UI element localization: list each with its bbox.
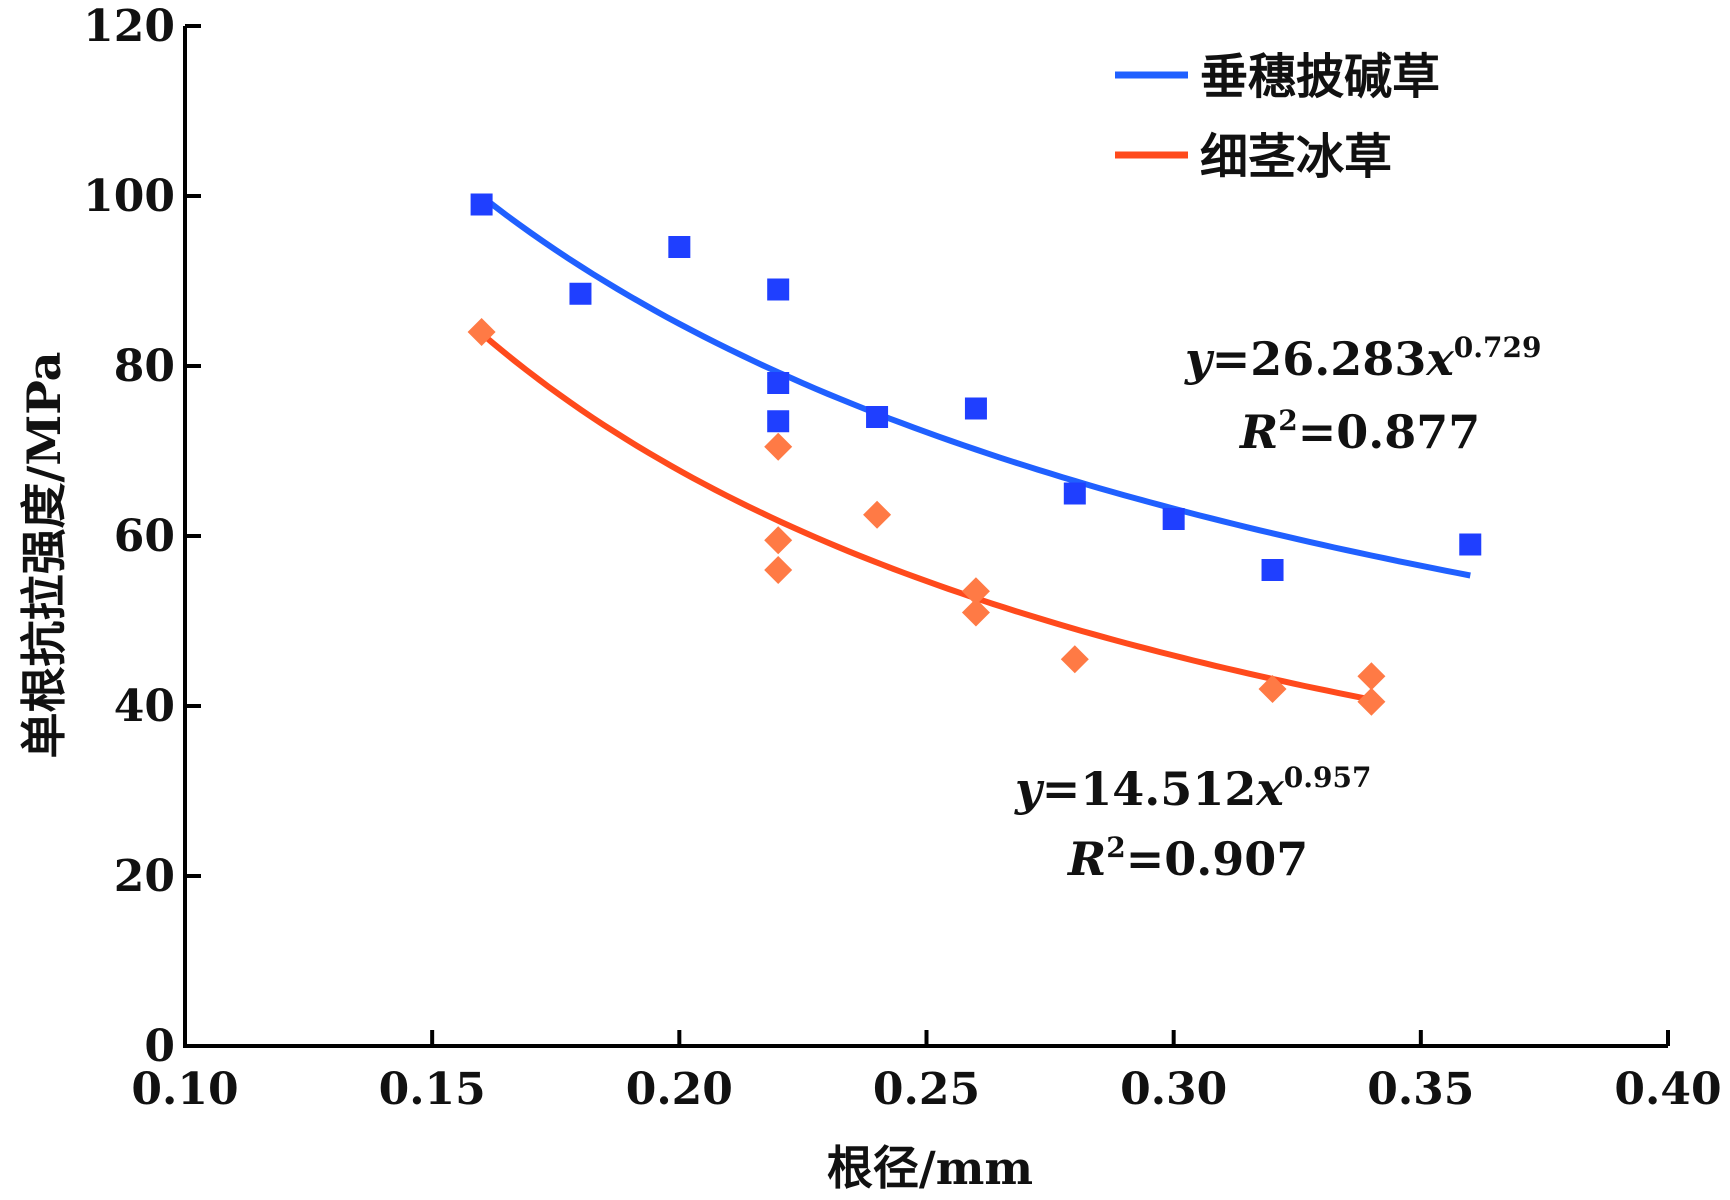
y-tick-label: 80	[114, 341, 175, 392]
data-point	[767, 372, 790, 394]
equation-y: y	[1184, 332, 1215, 386]
r-squared-sup: 2	[1278, 404, 1297, 437]
data-point	[1063, 482, 1086, 505]
y-tick-label: 20	[114, 851, 175, 902]
x-tick-label: 0.10	[131, 1064, 238, 1115]
series-2	[467, 318, 1386, 716]
data-point	[866, 406, 889, 428]
y-tick-label: 60	[114, 511, 175, 562]
data-point	[1261, 559, 1284, 581]
x-tick-label: 0.15	[379, 1064, 486, 1115]
fit-curve-series-2	[479, 331, 1372, 703]
data-point	[961, 577, 990, 606]
data-point	[961, 598, 990, 627]
x-tick-label: 0.40	[1614, 1064, 1721, 1115]
data-point	[1357, 662, 1386, 691]
legend: 垂穗披碱草 细茎冰草	[1115, 49, 1440, 185]
data-point	[470, 193, 493, 216]
y-tick-label: 100	[83, 171, 175, 222]
r-squared-sup: 2	[1106, 831, 1125, 864]
plot-area	[467, 193, 1482, 716]
equation-exponent: 0.729	[1454, 331, 1542, 364]
fit-curve-series-1	[479, 193, 1471, 579]
equation-series-2: y=14.512x0.957 R2=0.907	[1014, 761, 1371, 886]
data-point	[764, 556, 793, 584]
data-point	[764, 526, 793, 555]
x-tick-label: 0.35	[1367, 1064, 1474, 1115]
equation-rhs: =14.512	[1042, 762, 1257, 816]
svg-text:R2=0.907: R2=0.907	[1066, 831, 1308, 886]
y-tick-label: 0	[144, 1021, 175, 1072]
r-squared-value: =0.877	[1298, 405, 1481, 459]
x-tick-label: 0.25	[873, 1064, 980, 1115]
data-point	[668, 236, 691, 258]
x-tick-label: 0.20	[626, 1064, 733, 1115]
equation-rhs: =26.283	[1212, 332, 1427, 386]
data-point	[1162, 508, 1185, 530]
legend-label-series-1: 垂穗披碱草	[1200, 49, 1440, 105]
series-1	[470, 193, 1482, 581]
y-tick-label: 120	[83, 1, 175, 52]
data-point	[964, 397, 987, 420]
equation-x: x	[1255, 762, 1284, 816]
data-point	[1357, 687, 1386, 716]
r-squared-r: R	[1066, 832, 1106, 886]
legend-label-series-2: 细茎冰草	[1200, 129, 1392, 185]
r-squared-value: =0.907	[1126, 832, 1309, 886]
equation-x: x	[1425, 332, 1454, 386]
axes: 0 20 40 60 80 100 120 0.10 0.15 0.20 0.25 0.30 0.35 0…	[83, 1, 1721, 1115]
equation-series-1: y=26.283x0.729 R2=0.877	[1184, 331, 1541, 459]
data-point	[1459, 533, 1482, 556]
data-point	[767, 410, 790, 433]
svg-text:y=26.283x0.729: y=26.283x0.729	[1184, 331, 1541, 386]
data-point	[1060, 645, 1089, 674]
x-axis-title: 根径/mm	[827, 1141, 1033, 1195]
svg-text:R2=0.877: R2=0.877	[1238, 404, 1480, 459]
data-point	[467, 318, 496, 346]
data-point	[767, 278, 790, 301]
data-point	[569, 282, 592, 305]
equation-y: y	[1014, 762, 1045, 816]
y-tick-label: 40	[114, 681, 175, 732]
y-axis-title: 单根抗拉强度/MPa	[17, 352, 71, 759]
svg-text:y=14.512x0.957: y=14.512x0.957	[1014, 761, 1371, 816]
equation-exponent: 0.957	[1284, 761, 1372, 794]
r-squared-r: R	[1238, 405, 1278, 459]
data-point	[764, 432, 793, 461]
data-point	[863, 500, 892, 529]
data-point	[1258, 675, 1287, 703]
x-tick-label: 0.30	[1120, 1064, 1227, 1115]
